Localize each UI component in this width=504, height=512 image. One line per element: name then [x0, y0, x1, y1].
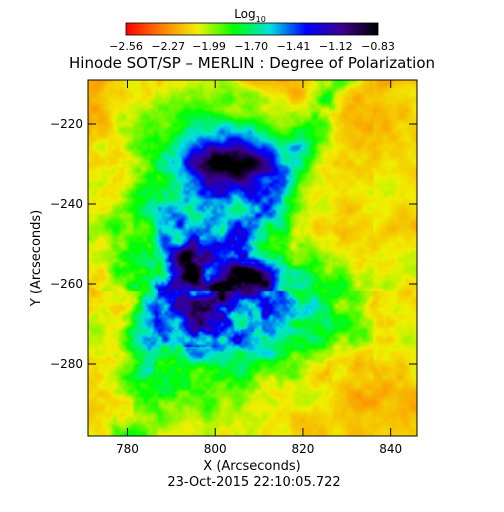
x-tick-label: 780 [116, 442, 139, 456]
x-tick-label: 840 [379, 442, 402, 456]
colorbar-tick-label: −2.56 [109, 40, 143, 53]
colorbar-tick-label: −1.12 [319, 40, 353, 53]
x-axis-ticks: 780 800 820 840 [116, 80, 402, 456]
x-axis-label: X (Arcseconds) [203, 459, 300, 474]
y-tick-label: −280 [50, 357, 83, 371]
chart-title: Hinode SOT/SP – MERLIN : Degree of Polar… [69, 54, 435, 72]
y-tick-label: −260 [50, 277, 83, 291]
y-axis-ticks: −220 −240 −260 −280 [50, 117, 417, 371]
colorbar-tick-label: −1.70 [234, 40, 268, 53]
y-tick-label: −240 [50, 197, 83, 211]
colorbar-tick-label: −2.27 [151, 40, 185, 53]
colorbar: Log10 −2.56 −2.27 −1.99 −1.70 −1.41 −1.12 −0.8… [109, 7, 395, 53]
date-label: 23-Oct-2015 22:10:05.722 [167, 475, 340, 490]
heatmap-canvas [88, 80, 417, 436]
plot-frame [87, 79, 418, 437]
heatmap [87, 79, 418, 437]
x-tick-label: 820 [291, 442, 314, 456]
colorbar-label: Log10 [234, 7, 266, 24]
colorbar-tick-label: −1.99 [192, 40, 226, 53]
colorbar-tick-label: −1.41 [277, 40, 311, 53]
colorbar-bar [125, 22, 379, 36]
y-axis-label: Y (Arcseconds) [29, 210, 44, 307]
colorbar-ticks: −2.56 −2.27 −1.99 −1.70 −1.41 −1.12 −0.83 [109, 40, 395, 53]
x-tick-label: 800 [204, 442, 227, 456]
colorbar-tick-label: −0.83 [361, 40, 395, 53]
y-tick-label: −220 [50, 117, 83, 131]
